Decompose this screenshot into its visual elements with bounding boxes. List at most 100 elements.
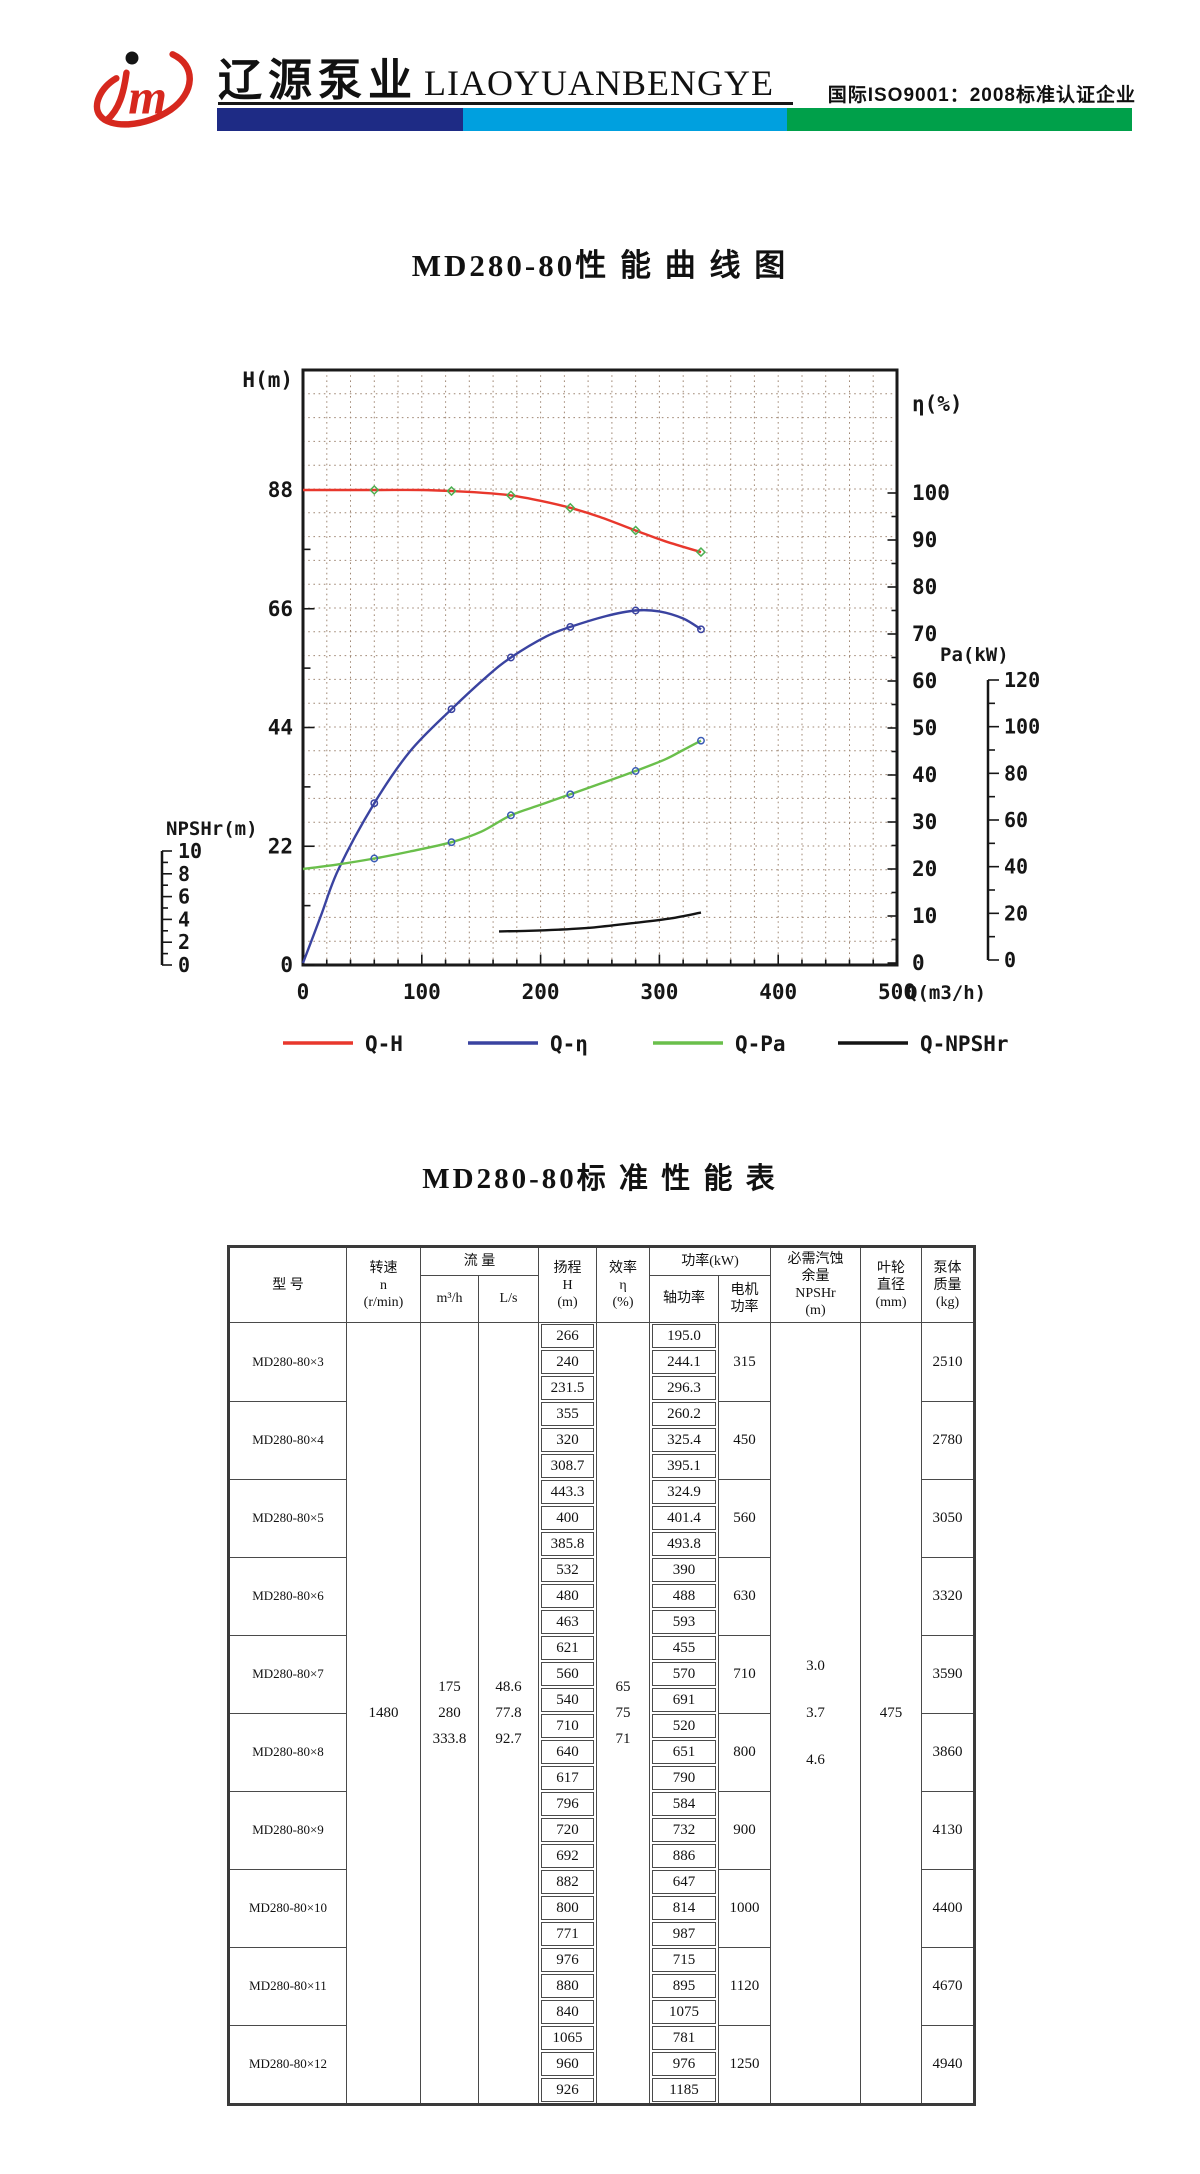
table-row: 385.8 493.8 [229, 1531, 975, 1557]
model-cell: MD280-80×4 [228, 1401, 347, 1480]
header-efficiency: 效率 η (%) [596, 1246, 650, 1323]
table-row: 480 488 [229, 1583, 975, 1609]
q-tick-label: 0 [297, 980, 310, 1004]
shaft-power-value: 296.3 [652, 1376, 716, 1400]
head-value: 385.8 [541, 1532, 594, 1556]
marker-Q-Pa [566, 790, 575, 799]
table-row: MD280-80×11 976 715 1120 4670 [228, 1947, 975, 2026]
shaft-power-value: 584 [652, 1792, 716, 1816]
shaft-power-value: 781 [652, 2026, 716, 2050]
head-value-cell: 771 [538, 1921, 597, 1947]
marker-Q-H [695, 547, 707, 558]
table-row: MD280-80×9 796 584 900 4130 [228, 1791, 975, 1870]
shaft-power-value-cell: 651 [649, 1739, 719, 1765]
h-tick-label: 66 [268, 597, 293, 621]
pa-tick-label: 80 [1004, 761, 1028, 785]
shaft-power-value-cell: 691 [649, 1687, 719, 1713]
shaft-power-value: 395.1 [652, 1454, 716, 1478]
head-value: 532 [541, 1558, 594, 1582]
table-row: 320 325.4 [229, 1427, 975, 1453]
header-motor-power: 电机 功率 [718, 1274, 771, 1324]
curve-Q-η [301, 608, 702, 964]
bar-segment-navy [217, 108, 463, 131]
pa-tick-label: 20 [1004, 901, 1028, 925]
eta-tick-label: 60 [912, 669, 937, 693]
head-value-cell: 692 [538, 1843, 597, 1869]
pump-mass-cell: 3860 [921, 1713, 975, 1792]
marker-Q-H [505, 490, 516, 501]
impeller-diameter-cell: 475 [860, 1322, 922, 2105]
head-value-cell: 540 [538, 1687, 597, 1713]
pump-mass-cell: 2510 [921, 1322, 975, 1402]
npshr-tick-label: 10 [178, 839, 202, 863]
pump-mass-cell: 4670 [921, 1947, 975, 2026]
q-tick-label: 300 [640, 980, 678, 1004]
shaft-power-value: 493.8 [652, 1532, 716, 1556]
q-tick-label: 200 [522, 980, 560, 1004]
table-row: 926 1185 [229, 2077, 975, 2105]
table-row: 560 570 [229, 1661, 975, 1687]
shaft-power-value: 895 [652, 1974, 716, 1998]
shaft-power-value-cell: 195.0 [649, 1322, 719, 1349]
motor-power-cell: 315 [718, 1322, 771, 1402]
head-value: 540 [541, 1688, 594, 1712]
shaft-power-value: 987 [652, 1922, 716, 1946]
shaft-power-value-cell: 987 [649, 1921, 719, 1947]
model-cell: MD280-80×12 [228, 2025, 347, 2105]
shaft-power-value: 1075 [652, 2000, 716, 2024]
legend-label-Q-H: Q-H [365, 1032, 403, 1056]
marker-Q-Pa [506, 811, 515, 820]
head-value-cell: 617 [538, 1765, 597, 1791]
shaft-power-value-cell: 325.4 [649, 1427, 719, 1453]
eta-tick-label: 80 [912, 575, 937, 599]
header-model: 型 号 [228, 1246, 347, 1323]
brand-underline [218, 102, 793, 105]
eta-tick-label: 50 [912, 716, 937, 740]
npshr-cell: 3.0 3.7 4.6 [770, 1322, 861, 2105]
head-value: 443.3 [541, 1480, 594, 1504]
marker-Q-Pa [631, 767, 640, 775]
performance-curve-chart: H(m)886644220NPSHr(m)1086420η(%)10090807… [160, 368, 1040, 1056]
head-value-cell: 355 [538, 1401, 597, 1427]
shaft-power-value: 324.9 [652, 1480, 716, 1504]
motor-power-cell: 710 [718, 1635, 771, 1714]
shaft-power-value-cell: 493.8 [649, 1531, 719, 1557]
head-value-cell: 532 [538, 1557, 597, 1583]
head-value: 882 [541, 1870, 594, 1894]
brand-name-cn: 辽源泵业 [218, 56, 418, 105]
h-axis-title: H(m) [242, 368, 293, 392]
shaft-power-value-cell: 1185 [649, 2077, 719, 2105]
head-value-cell: 800 [538, 1895, 597, 1921]
motor-power-cell: 560 [718, 1479, 771, 1558]
certification-text: 国际ISO9001：2008标准认证企业 [827, 85, 1136, 106]
shaft-power-value: 691 [652, 1688, 716, 1712]
head-value-cell: 710 [538, 1713, 597, 1739]
shaft-power-value-cell: 584 [649, 1791, 719, 1817]
brand: 辽源泵业 LIAOYUANBENGYE [218, 44, 774, 108]
table-row: 880 895 [229, 1973, 975, 1999]
header-color-bar [217, 108, 1132, 131]
table-row: MD280-80×10 882 647 1000 4400 [228, 1869, 975, 1948]
head-value-cell: 560 [538, 1661, 597, 1687]
eta-tick-label: 100 [912, 481, 950, 505]
model-cell: MD280-80×11 [228, 1947, 347, 2026]
model-cell: MD280-80×7 [228, 1635, 347, 1714]
npshr-tick-label: 2 [178, 930, 190, 954]
npshr-tick-label: 6 [178, 885, 190, 909]
shaft-power-value: 715 [652, 1948, 716, 1972]
shaft-power-value-cell: 244.1 [649, 1349, 719, 1375]
shaft-power-value: 651 [652, 1740, 716, 1764]
pa-tick-label: 40 [1004, 855, 1028, 879]
pump-mass-cell: 4400 [921, 1869, 975, 1948]
head-value: 617 [541, 1766, 594, 1790]
legend-label-Q-η: Q-η [550, 1032, 588, 1056]
shaft-power-value-cell: 976 [649, 2051, 719, 2077]
shaft-power-value: 647 [652, 1870, 716, 1894]
chart-title: MD280-80性 能 曲 线 图 [411, 248, 789, 283]
shaft-power-value-cell: 401.4 [649, 1505, 719, 1531]
shaft-power-value-cell: 1075 [649, 1999, 719, 2025]
head-value: 720 [541, 1818, 594, 1842]
efficiency-cell: 65 75 71 [596, 1322, 650, 2105]
head-value: 796 [541, 1792, 594, 1816]
table-row: MD280-80×12 1065 781 1250 4940 [228, 2025, 975, 2105]
